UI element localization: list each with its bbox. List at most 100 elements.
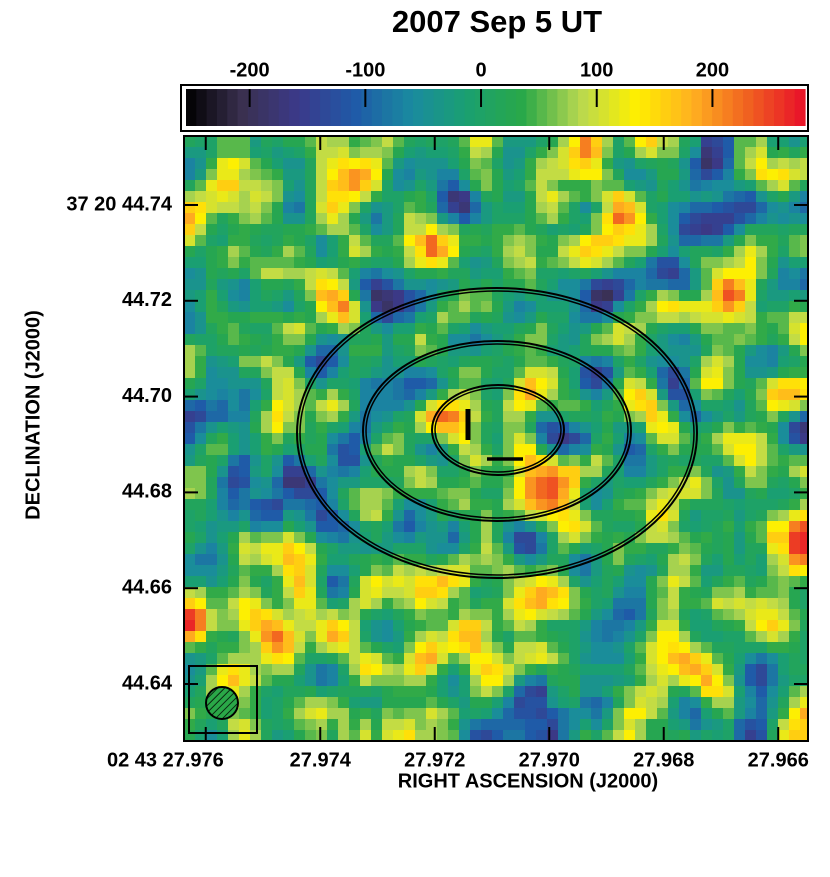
- map-pixel: [459, 521, 471, 533]
- map-pixel: [734, 488, 746, 500]
- map-pixel: [294, 235, 306, 247]
- map-pixel: [217, 576, 229, 588]
- map-pixel: [261, 378, 273, 390]
- map-pixel: [316, 543, 328, 555]
- map-pixel: [591, 675, 603, 687]
- map-pixel: [349, 158, 361, 170]
- map-pixel: [756, 202, 768, 214]
- map-pixel: [701, 213, 713, 225]
- map-pixel: [734, 543, 746, 555]
- map-pixel: [415, 510, 427, 522]
- map-pixel: [503, 675, 515, 687]
- colorbar-swatch: [547, 89, 558, 126]
- map-pixel: [668, 235, 680, 247]
- map-pixel: [349, 719, 361, 731]
- map-pixel: [459, 642, 471, 654]
- map-pixel: [239, 290, 251, 302]
- map-pixel: [602, 345, 614, 357]
- map-pixel: [228, 246, 240, 258]
- map-pixel: [514, 565, 526, 577]
- map-pixel: [558, 708, 570, 720]
- map-pixel: [404, 477, 416, 489]
- map-pixel: [756, 543, 768, 555]
- map-pixel: [371, 191, 383, 203]
- map-pixel: [305, 598, 317, 610]
- map-pixel: [613, 576, 625, 588]
- map-pixel: [778, 598, 790, 610]
- map-pixel: [800, 675, 808, 687]
- map-pixel: [448, 312, 460, 324]
- map-pixel: [448, 323, 460, 335]
- map-pixel: [492, 268, 504, 280]
- map-pixel: [184, 356, 196, 368]
- map-pixel: [591, 697, 603, 709]
- map-pixel: [503, 598, 515, 610]
- map-pixel: [635, 488, 647, 500]
- map-pixel: [525, 169, 537, 181]
- map-pixel: [635, 158, 647, 170]
- map-pixel: [338, 169, 350, 181]
- map-pixel: [206, 147, 218, 159]
- map-pixel: [448, 587, 460, 599]
- map-pixel: [360, 565, 372, 577]
- map-pixel: [481, 543, 493, 555]
- map-pixel: [426, 411, 438, 423]
- map-pixel: [481, 235, 493, 247]
- map-pixel: [580, 400, 592, 412]
- map-pixel: [327, 279, 339, 291]
- map-pixel: [382, 389, 394, 401]
- map-pixel: [503, 334, 515, 346]
- map-pixel: [250, 609, 262, 621]
- map-pixel: [767, 257, 779, 269]
- map-pixel: [184, 224, 196, 236]
- map-pixel: [591, 620, 603, 632]
- map-pixel: [184, 653, 196, 665]
- map-pixel: [382, 499, 394, 511]
- map-pixel: [261, 202, 273, 214]
- map-pixel: [327, 730, 339, 741]
- map-pixel: [492, 510, 504, 522]
- map-pixel: [767, 543, 779, 555]
- map-pixel: [789, 686, 801, 698]
- map-pixel: [778, 213, 790, 225]
- map-pixel: [382, 510, 394, 522]
- map-pixel: [635, 565, 647, 577]
- map-pixel: [789, 477, 801, 489]
- map-pixel: [591, 587, 603, 599]
- map-pixel: [426, 631, 438, 643]
- map-pixel: [206, 191, 218, 203]
- map-pixel: [723, 169, 735, 181]
- colorbar: -200 -100 0 100 200: [180, 59, 809, 132]
- colorbar-swatch: [516, 89, 528, 126]
- map-pixel: [217, 565, 229, 577]
- map-pixel: [756, 136, 768, 148]
- map-pixel: [514, 301, 526, 313]
- map-pixel: [305, 191, 317, 203]
- map-pixel: [481, 708, 493, 720]
- map-pixel: [646, 323, 658, 335]
- map-pixel: [492, 675, 504, 687]
- map-pixel: [668, 730, 680, 741]
- map-pixel: [459, 345, 471, 357]
- map-pixel: [393, 543, 405, 555]
- map-pixel: [448, 180, 460, 192]
- map-pixel: [382, 246, 394, 258]
- map-pixel: [547, 389, 559, 401]
- map-pixel: [217, 235, 229, 247]
- map-pixel: [558, 400, 570, 412]
- map-pixel: [393, 147, 405, 159]
- map-pixel: [712, 664, 724, 676]
- map-pixel: [668, 422, 680, 434]
- colorbar-tick-label: -200: [230, 59, 270, 81]
- map-pixel: [470, 147, 482, 159]
- map-pixel: [536, 334, 548, 346]
- map-pixel: [646, 499, 658, 511]
- map-pixel: [723, 664, 735, 676]
- map-pixel: [789, 169, 801, 181]
- map-pixel: [602, 444, 614, 456]
- map-pixel: [635, 664, 647, 676]
- map-pixel: [459, 532, 471, 544]
- map-pixel: [261, 312, 273, 324]
- map-pixel: [767, 400, 779, 412]
- map-pixel: [283, 257, 295, 269]
